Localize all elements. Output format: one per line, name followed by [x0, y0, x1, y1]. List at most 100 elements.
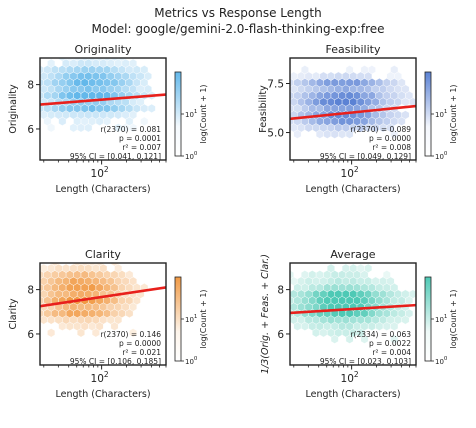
- stat-text: r(2370) = 0.146: [100, 330, 161, 339]
- axes-frame: [39, 57, 167, 161]
- colorbar: [424, 276, 432, 362]
- hexbin-density: [29, 263, 149, 338]
- y-axis-label: Feasibility: [258, 85, 269, 133]
- hexbin-cell: [58, 58, 67, 62]
- panel-originality: Originality 6 8 102 Length (Characters) Origi…: [8, 43, 208, 195]
- colorbar-tick-label: 101: [185, 314, 197, 324]
- hexbin-cell: [364, 263, 373, 273]
- regression-line: [290, 303, 416, 315]
- hexbin-cell: [409, 289, 416, 299]
- hexbin-cell: [40, 317, 41, 323]
- hexbin-density: [279, 65, 416, 139]
- hexbin-cell: [29, 296, 37, 305]
- hexbin-cell: [290, 99, 291, 105]
- stat-text: r(2370) = 0.089: [350, 125, 411, 134]
- colorbar-tick-label: 100: [185, 151, 198, 161]
- y-tick-label: 6: [27, 124, 34, 136]
- hexbin-cell: [29, 270, 37, 279]
- hexbin-cell: [279, 309, 287, 318]
- hexbin-density: [40, 58, 156, 133]
- y-tick-label: 8: [277, 285, 284, 297]
- x-tick-label: 102: [91, 165, 109, 180]
- stat-text: 95% CI = [0.106, 0.185]: [70, 357, 161, 366]
- hexbin-cell: [147, 103, 156, 113]
- hexbin-cell: [315, 270, 324, 280]
- figure-title-line1: Metrics vs Response Length: [154, 6, 321, 20]
- hexbin-density: [279, 263, 416, 344]
- colorbar: [174, 276, 182, 362]
- stat-text: p = 0.0001: [119, 134, 161, 143]
- hexbin-cell: [279, 104, 287, 113]
- hexbin-cell: [65, 58, 74, 62]
- colorbar-tick-label: 100: [185, 356, 198, 366]
- hexbin-cell: [80, 58, 89, 62]
- hexbin-cell: [51, 263, 59, 267]
- colorbar-label: log(Count + 1): [449, 289, 458, 348]
- hexbin-cell: [290, 304, 291, 310]
- colorbar-tick-label: 101: [185, 109, 197, 119]
- stat-text: r² = 0.004: [372, 348, 411, 357]
- hexbin-cell: [129, 58, 138, 68]
- hexbin-cell: [390, 65, 399, 75]
- hexbin-cell: [40, 304, 41, 310]
- hexbin-cell: [110, 58, 119, 62]
- hexbin-cell: [382, 270, 391, 280]
- hexbin-cell: [29, 309, 37, 318]
- colorbar-tick-label: 101: [435, 314, 447, 324]
- hexbin-cell: [301, 270, 309, 280]
- hexbin-cell: [47, 328, 56, 338]
- hexbin-cell: [80, 263, 89, 267]
- panel-title: Feasibility: [326, 43, 381, 56]
- hexbin-cell: [73, 58, 82, 62]
- stat-text: 95% CI = [0.049, 0.129]: [320, 152, 411, 161]
- stat-text: r² = 0.007: [122, 143, 161, 152]
- hexbin-cell: [375, 78, 384, 88]
- regression-line: [40, 93, 166, 106]
- x-axis-label: Length (Characters): [305, 389, 400, 400]
- y-axis-label: Clarity: [8, 298, 19, 329]
- axes-frame: [39, 262, 167, 366]
- panel-title: Originality: [75, 43, 132, 56]
- y-tick-label: 8: [27, 80, 34, 92]
- hexbin-cell: [290, 270, 294, 280]
- hexbin-cell: [401, 110, 410, 120]
- regression-line: [290, 104, 416, 121]
- x-axis-label: Length (Characters): [55, 389, 150, 400]
- hexbin-cell: [125, 270, 134, 280]
- figure-title-line2: Model: google/gemini-2.0-flash-thinking-…: [91, 22, 384, 36]
- hexbin-cell: [327, 263, 335, 273]
- colorbar-label: log(Count + 1): [449, 84, 458, 143]
- panel-average: Average 6 8 102 Length (Characters) 1/3(Orig.…: [260, 248, 458, 400]
- y-tick-label: 7.5: [267, 79, 284, 91]
- hexbin-cell: [40, 265, 41, 271]
- hexbin-cell: [95, 263, 104, 267]
- colorbar-label: log(Count + 1): [199, 289, 208, 348]
- stat-text: r(2334) = 0.063: [350, 330, 411, 339]
- x-tick-label: 102: [341, 165, 359, 180]
- hexbin-cell: [47, 58, 56, 68]
- x-tick-label: 102: [341, 370, 359, 385]
- y-tick-label: 8: [27, 285, 34, 297]
- hexbin-cell: [290, 112, 291, 118]
- hexbin-cell: [140, 116, 149, 126]
- hexbin-cell: [390, 334, 399, 344]
- y-tick-label: 6: [277, 329, 284, 341]
- x-axis-label: Length (Characters): [305, 184, 400, 195]
- hexbin-cell: [368, 65, 376, 75]
- colorbar-tick-label: 100: [435, 356, 448, 366]
- panel-title: Clarity: [85, 248, 121, 261]
- colorbar-tick-label: 101: [435, 109, 447, 119]
- hexbin-cell: [103, 58, 112, 62]
- stat-text: p = 0.0000: [119, 339, 161, 348]
- stat-text: 95% CI = [0.023, 0.103]: [320, 357, 411, 366]
- y-tick-label: 6: [27, 329, 34, 341]
- panel-clarity: Clarity 6 8 102 Length (Characters) Clarity r(…: [8, 248, 208, 400]
- stat-text: r² = 0.008: [372, 143, 411, 152]
- hexbin-cell: [301, 65, 309, 75]
- hexbin-cell: [345, 65, 354, 75]
- colorbar: [424, 71, 432, 157]
- hexbin-cell: [40, 99, 41, 105]
- panel-title: Average: [330, 248, 375, 261]
